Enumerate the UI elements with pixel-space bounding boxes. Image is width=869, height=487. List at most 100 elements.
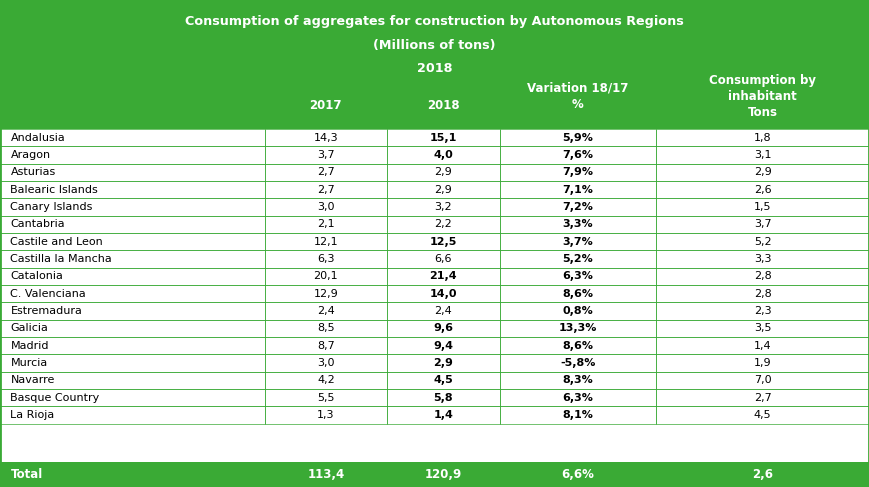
- Text: 6,6: 6,6: [434, 254, 452, 264]
- Bar: [500, 268, 656, 285]
- Bar: [265, 147, 387, 164]
- Bar: [0, 372, 265, 389]
- Bar: [265, 216, 387, 233]
- Text: Castile and Leon: Castile and Leon: [10, 237, 103, 247]
- Text: 5,2%: 5,2%: [562, 254, 594, 264]
- Bar: [656, 216, 869, 233]
- Bar: [0, 462, 265, 487]
- Bar: [0, 268, 265, 285]
- Bar: [387, 147, 500, 164]
- Bar: [500, 233, 656, 250]
- Bar: [265, 268, 387, 285]
- Bar: [0, 233, 265, 250]
- Text: 3,0: 3,0: [317, 202, 335, 212]
- Bar: [0, 164, 265, 181]
- Bar: [0, 147, 265, 164]
- Bar: [387, 233, 500, 250]
- Text: 12,1: 12,1: [314, 237, 338, 247]
- Bar: [500, 198, 656, 216]
- Bar: [265, 355, 387, 372]
- Text: 9,4: 9,4: [433, 341, 454, 351]
- Bar: [500, 164, 656, 181]
- Text: Balearic Islands: Balearic Islands: [10, 185, 98, 195]
- Bar: [0, 355, 265, 372]
- Bar: [265, 319, 387, 337]
- Bar: [500, 355, 656, 372]
- Text: 5,5: 5,5: [317, 393, 335, 403]
- Text: Cantabria: Cantabria: [10, 219, 65, 229]
- Bar: [656, 285, 869, 302]
- Bar: [387, 337, 500, 355]
- Bar: [500, 268, 656, 285]
- Bar: [265, 462, 387, 487]
- Text: 12,9: 12,9: [314, 289, 338, 299]
- Text: Madrid: Madrid: [10, 341, 49, 351]
- Bar: [656, 355, 869, 372]
- Text: Murcia: Murcia: [10, 358, 48, 368]
- Bar: [656, 233, 869, 250]
- Bar: [265, 406, 387, 424]
- Bar: [265, 337, 387, 355]
- Text: 3,3: 3,3: [753, 254, 772, 264]
- Bar: [0, 302, 265, 319]
- Text: 2018: 2018: [427, 99, 460, 112]
- Text: 21,4: 21,4: [429, 271, 457, 281]
- Bar: [500, 302, 656, 319]
- Bar: [500, 147, 656, 164]
- Bar: [0, 216, 265, 233]
- Text: Navarre: Navarre: [10, 375, 55, 385]
- Text: 3,0: 3,0: [317, 358, 335, 368]
- Bar: [656, 337, 869, 355]
- Bar: [656, 250, 869, 268]
- Text: Galicia: Galicia: [10, 323, 49, 334]
- Text: 1,5: 1,5: [753, 202, 772, 212]
- Bar: [656, 147, 869, 164]
- Bar: [656, 181, 869, 198]
- Text: 5,8: 5,8: [434, 393, 453, 403]
- Bar: [0, 233, 265, 250]
- Bar: [265, 233, 387, 250]
- Bar: [500, 372, 656, 389]
- Bar: [265, 285, 387, 302]
- Bar: [387, 285, 500, 302]
- Bar: [0, 198, 265, 216]
- Text: 12,5: 12,5: [429, 237, 457, 247]
- Bar: [500, 337, 656, 355]
- Text: 0,8%: 0,8%: [562, 306, 594, 316]
- Text: 3,5: 3,5: [753, 323, 772, 334]
- Bar: [656, 268, 869, 285]
- Text: 2,9: 2,9: [434, 168, 452, 177]
- Bar: [265, 389, 387, 406]
- Bar: [387, 285, 500, 302]
- Bar: [656, 129, 869, 147]
- Text: Catalonia: Catalonia: [10, 271, 63, 281]
- Bar: [0, 147, 265, 164]
- Text: Asturias: Asturias: [10, 168, 56, 177]
- Text: 2,2: 2,2: [434, 219, 452, 229]
- Bar: [265, 355, 387, 372]
- Bar: [387, 389, 500, 406]
- Text: 2,6: 2,6: [753, 185, 772, 195]
- Bar: [656, 164, 869, 181]
- Bar: [656, 462, 869, 487]
- Bar: [387, 198, 500, 216]
- Text: -5,8%: -5,8%: [561, 358, 595, 368]
- Bar: [656, 406, 869, 424]
- Bar: [500, 129, 656, 147]
- Bar: [387, 406, 500, 424]
- Text: 2,8: 2,8: [753, 289, 772, 299]
- Bar: [0, 319, 265, 337]
- Text: 2,7: 2,7: [317, 185, 335, 195]
- Bar: [500, 233, 656, 250]
- Bar: [656, 372, 869, 389]
- Bar: [500, 147, 656, 164]
- Bar: [500, 319, 656, 337]
- Bar: [0, 355, 265, 372]
- Text: Andalusia: Andalusia: [10, 133, 65, 143]
- Bar: [387, 129, 500, 147]
- Text: 3,3%: 3,3%: [562, 219, 594, 229]
- Bar: [387, 372, 500, 389]
- Text: Aragon: Aragon: [10, 150, 50, 160]
- Text: 113,4: 113,4: [308, 468, 344, 481]
- Text: La Rioja: La Rioja: [10, 410, 55, 420]
